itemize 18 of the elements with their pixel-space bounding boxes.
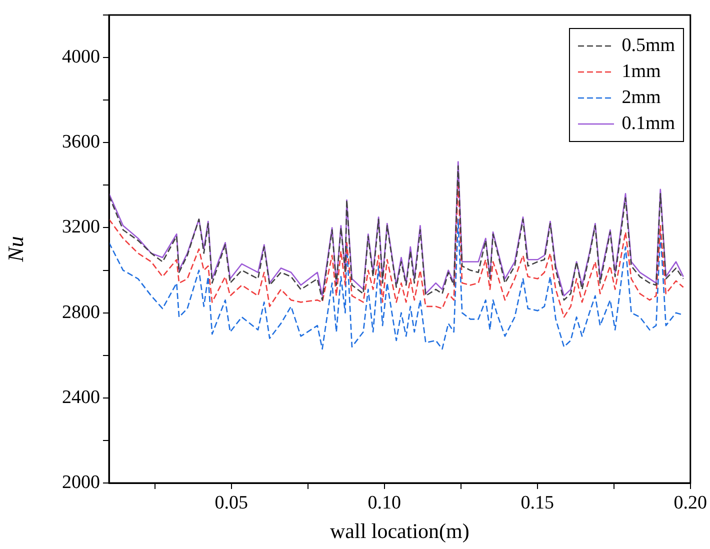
x-tick-label: 0.10	[368, 492, 402, 514]
y-tick-label: 3600	[62, 132, 100, 153]
y-tick-label: 2800	[62, 302, 100, 323]
legend-label: 1mm	[622, 60, 661, 84]
x-tick-label: 0.05	[214, 492, 248, 514]
y-tick-label: 4000	[62, 46, 100, 68]
y-tick-label: 2000	[62, 472, 100, 493]
x-axis-title: wall location(m)	[330, 518, 470, 543]
x-tick-label: 0.20	[674, 492, 707, 514]
y-axis-title: Nu	[2, 236, 28, 263]
legend-label: 0.5mm	[622, 34, 675, 58]
x-tick-label: 0.15	[520, 492, 554, 514]
line-series	[109, 218, 684, 350]
y-tick-label: 2400	[62, 386, 100, 408]
line-series	[109, 180, 684, 318]
legend-label: 2mm	[622, 86, 661, 110]
y-tick-label: 3200	[62, 216, 100, 238]
legend-label: 0.1mm	[622, 112, 675, 136]
